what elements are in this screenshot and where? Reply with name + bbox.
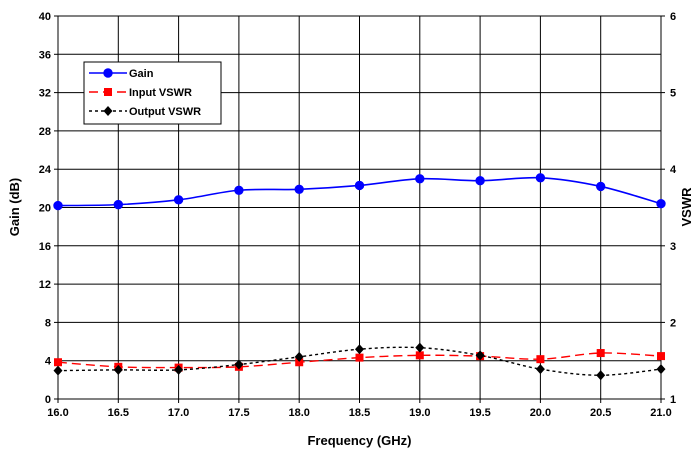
y2-tick-label: 4 (670, 164, 677, 176)
data-point (535, 173, 546, 183)
x-tick-label: 18.0 (288, 407, 309, 419)
y2-tick-label: 2 (670, 317, 676, 329)
series-layer (53, 173, 666, 381)
series-gain (53, 173, 666, 211)
y-tick-label: 24 (39, 164, 52, 176)
data-point (294, 351, 304, 362)
data-point (355, 344, 364, 355)
y-axis-title: Gain (dB) (7, 178, 22, 237)
x-tick-label: 21.0 (650, 407, 671, 419)
x-tick-label: 20.0 (530, 407, 551, 419)
data-point (355, 353, 364, 362)
data-point (656, 198, 666, 209)
y-tick-label: 32 (39, 88, 51, 100)
data-point (113, 199, 124, 210)
data-point (415, 342, 425, 353)
x-tick-label: 17.0 (168, 407, 189, 419)
data-point (174, 364, 184, 375)
y2-tick-label: 5 (670, 88, 676, 100)
y-tick-label: 28 (39, 126, 51, 138)
legend-marker (104, 88, 112, 96)
data-point (656, 364, 666, 375)
legend-label: Input VSWR (129, 87, 192, 99)
y-tick-label: 4 (45, 356, 52, 368)
x-tick-label: 16.0 (47, 407, 68, 419)
x-tick-label: 19.5 (469, 407, 490, 419)
data-point (475, 350, 485, 361)
x-tick-label: 18.5 (349, 407, 370, 419)
y-tick-label: 20 (39, 203, 51, 215)
data-point (596, 349, 605, 358)
data-point (54, 358, 62, 367)
y-tick-label: 0 (45, 394, 51, 406)
data-point (415, 351, 424, 360)
legend-marker (103, 106, 113, 116)
data-point (596, 370, 606, 381)
y-tick-label: 36 (39, 49, 51, 61)
x-axis-title: Frequency (GHz) (307, 433, 411, 448)
data-point (657, 352, 665, 361)
x-axis-ticks: 16.0 16.5 17.0 17.5 18.0 18.5 19.0 19.5 20.0 20.5… (47, 399, 672, 419)
y-tick-label: 8 (45, 317, 51, 329)
y-tick-label: 16 (39, 241, 51, 253)
data-point (475, 175, 485, 186)
y2-axis-ticks: 1 2 3 4 5 6 (661, 11, 677, 406)
data-point (354, 180, 365, 191)
data-point (234, 185, 244, 195)
series-output-vswr (53, 342, 666, 381)
data-point (234, 359, 244, 370)
x-tick-label: 16.5 (108, 407, 129, 419)
legend-items: Gain Input VSWR Output VSWR (89, 68, 201, 118)
y2-tick-label: 1 (670, 394, 676, 406)
data-point (536, 355, 545, 364)
y-tick-label: 40 (39, 11, 51, 23)
legend: Gain Input VSWR Output VSWR (83, 61, 222, 125)
y2-tick-label: 3 (670, 241, 676, 253)
data-point (53, 365, 63, 376)
data-point (53, 200, 63, 211)
legend-label: Gain (129, 68, 154, 80)
x-tick-label: 20.5 (590, 407, 611, 419)
data-point (113, 364, 123, 375)
data-point (295, 358, 304, 367)
data-point (173, 195, 184, 205)
x-tick-label: 19.0 (409, 407, 430, 419)
y2-tick-label: 6 (670, 11, 676, 23)
data-point (596, 181, 606, 192)
data-point (294, 184, 304, 195)
y2-axis-title: VSWR (679, 187, 694, 227)
data-point (415, 174, 425, 184)
legend-label: Output VSWR (129, 106, 201, 118)
legend-marker (103, 68, 113, 78)
data-point (535, 364, 545, 375)
y-tick-label: 12 (39, 279, 51, 291)
x-tick-label: 17.5 (228, 407, 249, 419)
